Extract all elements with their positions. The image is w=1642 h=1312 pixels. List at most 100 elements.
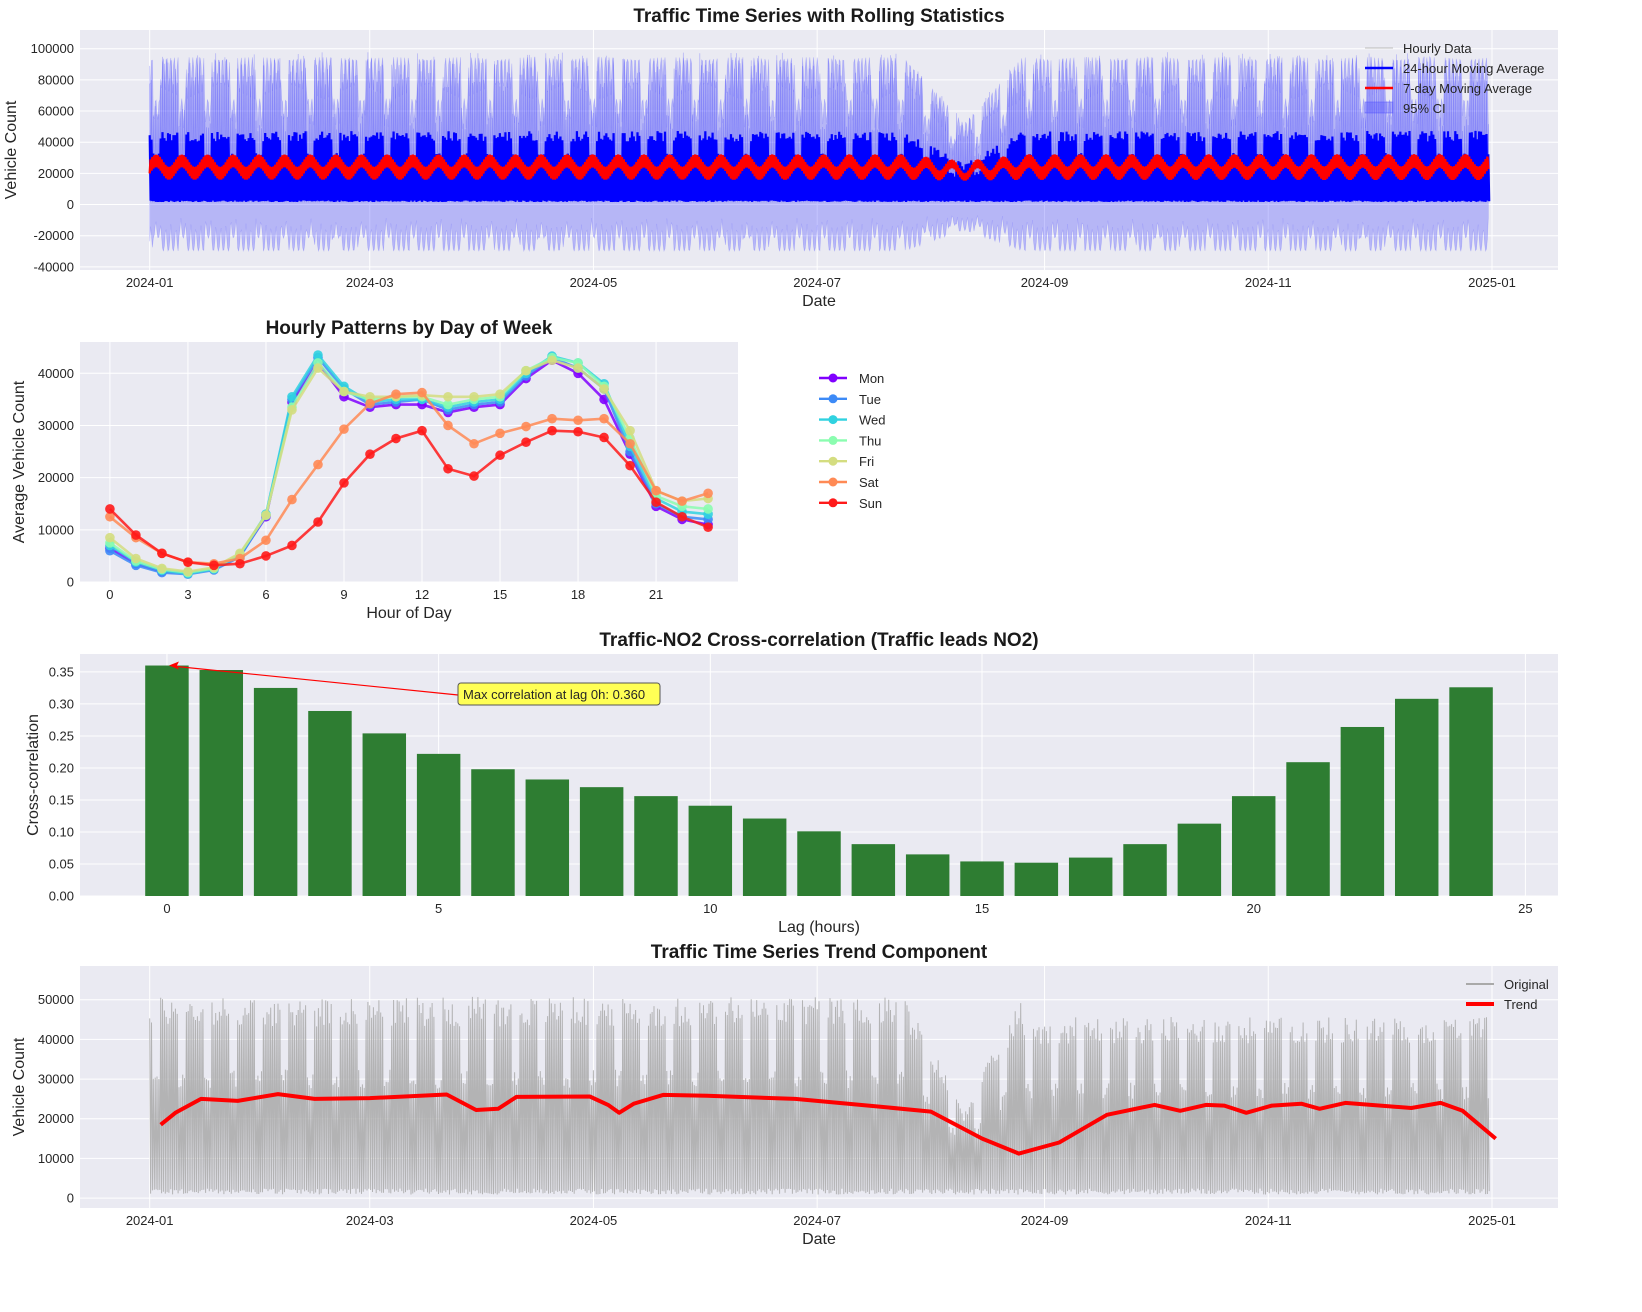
legend-ma24-label: 24-hour Moving Average xyxy=(1403,61,1544,76)
trend-xlabel: Date xyxy=(802,1231,836,1248)
bar-lag-4 xyxy=(362,733,407,896)
data-point xyxy=(313,459,323,470)
data-point xyxy=(391,433,401,444)
y-tick-label: 0 xyxy=(67,197,74,212)
data-point xyxy=(599,384,609,394)
data-point xyxy=(651,497,661,507)
data-point xyxy=(339,478,349,488)
bar-lag-19 xyxy=(1177,823,1222,896)
x-tick-label: 2024-11 xyxy=(1245,275,1292,290)
data-point xyxy=(183,557,193,567)
legend-ci-swatch xyxy=(1364,101,1394,114)
data-point xyxy=(391,389,401,399)
data-point xyxy=(599,432,609,443)
x-tick-label: 18 xyxy=(571,587,585,602)
data-point xyxy=(183,566,193,577)
y-tick-label: 40000 xyxy=(38,135,74,150)
x-tick-label: 2024-03 xyxy=(346,275,394,290)
data-point xyxy=(313,350,323,360)
y-tick-label: 0.00 xyxy=(49,889,74,904)
y-tick-label: 20000 xyxy=(38,166,74,181)
hourly-patterns-ticks: 0 3 6 9 12 15 18 21 0 10000 20000 30000 40000 xyxy=(38,366,663,602)
hourly-patterns-legend: Mon Tue Wed Thu Fri Sat Sun xyxy=(819,371,886,511)
cross-correlation-ylabel: Cross-correlation xyxy=(25,714,42,836)
data-point xyxy=(547,413,557,424)
data-point xyxy=(573,426,583,437)
x-tick-label: 2024-09 xyxy=(1021,275,1069,290)
x-tick-label: 2025-01 xyxy=(1468,275,1516,290)
data-point xyxy=(521,365,531,376)
data-point xyxy=(443,420,453,431)
data-point xyxy=(417,425,427,436)
bar-lag-9 xyxy=(634,796,678,896)
legend-marker xyxy=(828,456,838,466)
data-point xyxy=(625,425,635,436)
annotation-box xyxy=(457,682,661,706)
x-tick-label: 0 xyxy=(106,587,113,602)
y-tick-label: -20000 xyxy=(34,228,74,243)
y-tick-label: 30000 xyxy=(38,418,74,433)
y-tick-label: 10000 xyxy=(38,522,74,537)
y-tick-label: 0.10 xyxy=(49,824,74,839)
data-point xyxy=(261,551,271,561)
data-point xyxy=(677,511,687,522)
legend-hourly-label: Hourly Data xyxy=(1403,41,1472,56)
y-tick-label: 0 xyxy=(67,1191,74,1206)
y-tick-label: 0.30 xyxy=(49,696,74,711)
y-tick-label: 80000 xyxy=(38,72,74,87)
x-tick-label: 2024-05 xyxy=(570,1213,618,1228)
bar-lag-13 xyxy=(851,844,896,896)
bar-lag-2 xyxy=(253,687,298,896)
legend-marker xyxy=(828,435,838,445)
bar-lag-15 xyxy=(960,861,1004,896)
x-tick-label: 2024-11 xyxy=(1245,1213,1292,1228)
bar-lag-12 xyxy=(797,831,841,896)
data-point xyxy=(443,399,453,410)
bar-lag-0 xyxy=(145,665,189,896)
x-tick-label: 10 xyxy=(703,901,717,916)
y-tick-label: 20000 xyxy=(38,1111,74,1126)
legend-label: Fri xyxy=(859,454,874,469)
legend-original-label: Original xyxy=(1504,977,1549,992)
cross-correlation-ticks: 0 5 10 15 20 25 0.00 0.05 0.10 0.15 0.20 0.25 0.30 0.… xyxy=(49,664,1533,916)
annotation-text: Max correlation at lag 0h: 0.360 xyxy=(463,687,645,702)
bar-lag-14 xyxy=(905,854,950,896)
hourly-patterns-grid xyxy=(80,342,738,583)
data-point xyxy=(105,532,115,543)
data-point xyxy=(261,535,271,546)
y-tick-label: 100000 xyxy=(31,41,74,56)
legend-marker xyxy=(828,394,838,404)
data-point xyxy=(365,398,375,409)
data-point xyxy=(131,553,141,564)
bar-lag-21 xyxy=(1286,762,1330,896)
x-tick-label: 20 xyxy=(1246,901,1260,916)
data-point xyxy=(313,517,323,527)
y-tick-label: 10000 xyxy=(38,1151,74,1166)
cross-correlation-xlabel: Lag (hours) xyxy=(778,919,860,936)
trend-title: Traffic Time Series Trend Component xyxy=(651,942,988,963)
series-sun xyxy=(105,425,713,571)
legend-label: Mon xyxy=(859,371,884,386)
legend-marker xyxy=(828,373,838,383)
y-tick-label: -40000 xyxy=(34,259,74,274)
hourly-patterns-title: Hourly Patterns by Day of Week xyxy=(266,318,553,339)
data-point xyxy=(703,522,713,533)
hourly-patterns-series xyxy=(105,350,713,579)
x-tick-label: 0 xyxy=(163,901,170,916)
hourly-patterns-ylabel: Average Vehicle Count xyxy=(11,380,28,543)
data-point xyxy=(443,463,453,474)
legend-label: Sat xyxy=(859,475,879,490)
x-tick-label: 15 xyxy=(493,587,507,602)
data-point xyxy=(365,391,375,402)
y-tick-label: 0.05 xyxy=(49,856,74,871)
rolling-stats-ylabel: Vehicle Count xyxy=(3,100,20,199)
x-tick-label: 2024-01 xyxy=(126,1213,174,1228)
data-point xyxy=(547,425,557,436)
bar-lag-6 xyxy=(471,769,515,896)
data-point xyxy=(469,438,479,449)
trend-panel: 2024-01 2024-03 2024-05 2024-07 2024-09 2024-… xyxy=(11,942,1558,1248)
legend-marker xyxy=(828,498,838,508)
legend-marker xyxy=(828,415,838,425)
legend-label: Wed xyxy=(859,413,886,428)
y-tick-label: 50000 xyxy=(38,992,74,1007)
